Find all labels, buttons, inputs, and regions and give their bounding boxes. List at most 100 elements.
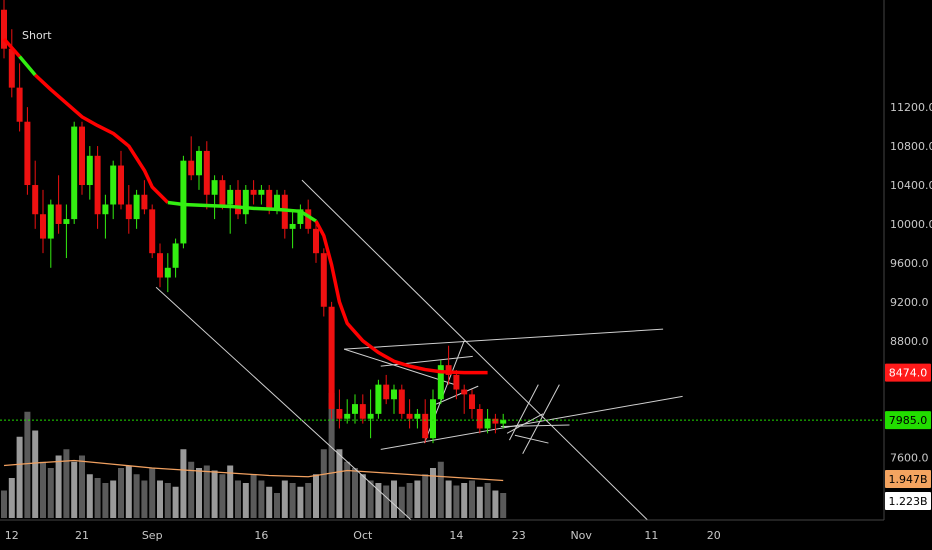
trendline[interactable] (435, 385, 479, 405)
indicator-label: Short (22, 29, 52, 42)
volume-bar (258, 480, 265, 518)
x-tick-label: Sep (142, 529, 163, 542)
volume-bar (375, 483, 382, 518)
volume-bar (328, 393, 335, 518)
volume-bar (227, 465, 234, 518)
volume-bar (453, 485, 460, 518)
trendline[interactable] (155, 286, 412, 521)
x-tick-label: 12 (5, 529, 19, 542)
candle-body (500, 420, 507, 424)
y-axis-background[interactable] (884, 0, 932, 520)
volume-bar (242, 483, 249, 518)
candle-body (367, 413, 374, 419)
candle-body (40, 214, 46, 239)
volume-bar (188, 461, 195, 518)
candle-body (55, 204, 62, 224)
candle-body (414, 413, 421, 419)
y-tick-label: 9600.0 (890, 257, 929, 270)
x-tick-label: Oct (353, 529, 373, 542)
candle-body (196, 150, 202, 176)
volume-bar (24, 411, 31, 518)
candle-body (430, 399, 436, 439)
trendline[interactable] (380, 395, 683, 450)
candle-body (24, 121, 31, 186)
candle-body (235, 189, 241, 215)
price-tag-label: 1.223B (888, 495, 927, 508)
candle-body (492, 418, 499, 424)
moving-average-line (2, 37, 488, 375)
trendline[interactable] (506, 413, 544, 434)
candle-body (281, 194, 288, 229)
candle-body (79, 126, 85, 186)
y-tick-label: 10000.0 (890, 218, 932, 231)
volume-bar (274, 493, 280, 518)
volume-bar (398, 486, 405, 518)
candle-body (391, 389, 397, 400)
candle-body (211, 180, 218, 195)
candle-body (118, 165, 124, 205)
volume-bar (172, 486, 179, 518)
volume-bar (141, 480, 148, 518)
candle-body (313, 228, 319, 254)
volume-bar (149, 468, 156, 518)
price-tag (885, 411, 931, 430)
candle-body (71, 126, 78, 220)
candle-body (398, 389, 405, 414)
x-tick-label: 20 (707, 529, 721, 542)
volume-bar (55, 455, 62, 518)
ma-segment (314, 220, 488, 375)
candle-body (461, 389, 468, 395)
volume-bar (32, 430, 39, 518)
volume-bar (305, 483, 312, 518)
x-axis-background[interactable] (0, 520, 884, 550)
volume-bar (414, 480, 421, 518)
volume-bar (180, 449, 187, 518)
candle-body (157, 253, 163, 278)
volume-bar (422, 474, 429, 518)
trendline[interactable] (500, 424, 570, 428)
candle-body (289, 223, 296, 229)
trendline-drawings[interactable] (155, 179, 683, 521)
price-tags: 8474.0 7985.0 1.947B 1.223B (885, 363, 931, 510)
candle-body (297, 209, 304, 224)
trendline[interactable] (344, 328, 664, 350)
volume-bars (1, 393, 507, 518)
volume-bar (445, 480, 452, 518)
volume-bar (320, 449, 327, 518)
x-tick-label: 23 (512, 529, 526, 542)
candle-body (258, 189, 265, 195)
candle-body (227, 189, 234, 205)
volume-bar (383, 485, 390, 518)
trendline[interactable] (522, 384, 560, 455)
volume-bar (391, 480, 397, 518)
volume-bar (313, 474, 319, 518)
volume-bar (437, 461, 444, 518)
volume-bar (359, 474, 366, 518)
volume-bar (281, 480, 288, 518)
volume-bar (71, 461, 78, 518)
candle-body (149, 209, 156, 254)
trendline[interactable] (514, 434, 549, 444)
trendline[interactable] (343, 348, 455, 386)
price-tag (885, 363, 931, 382)
ma-segment (2, 37, 21, 58)
trendline[interactable] (301, 179, 648, 521)
x-axis[interactable]: 12 21 Sep 16 Oct 14 23 Nov 11 20 (5, 529, 721, 542)
candlestick-series (1, 0, 507, 444)
x-tick-label: 14 (449, 529, 463, 542)
volume-bar (40, 461, 46, 518)
ma-segment (18, 55, 37, 77)
candle-body (320, 253, 327, 307)
volume-bar (16, 436, 23, 518)
candle-body (266, 189, 273, 210)
x-tick-label: 11 (644, 529, 658, 542)
candle-body (125, 204, 132, 220)
volume-bar (219, 474, 226, 518)
candle-body (164, 267, 171, 278)
volume-bar (500, 493, 507, 518)
candle-body (469, 394, 475, 409)
candle-body (86, 155, 93, 186)
candle-body (336, 408, 343, 419)
trendline[interactable] (508, 384, 539, 441)
